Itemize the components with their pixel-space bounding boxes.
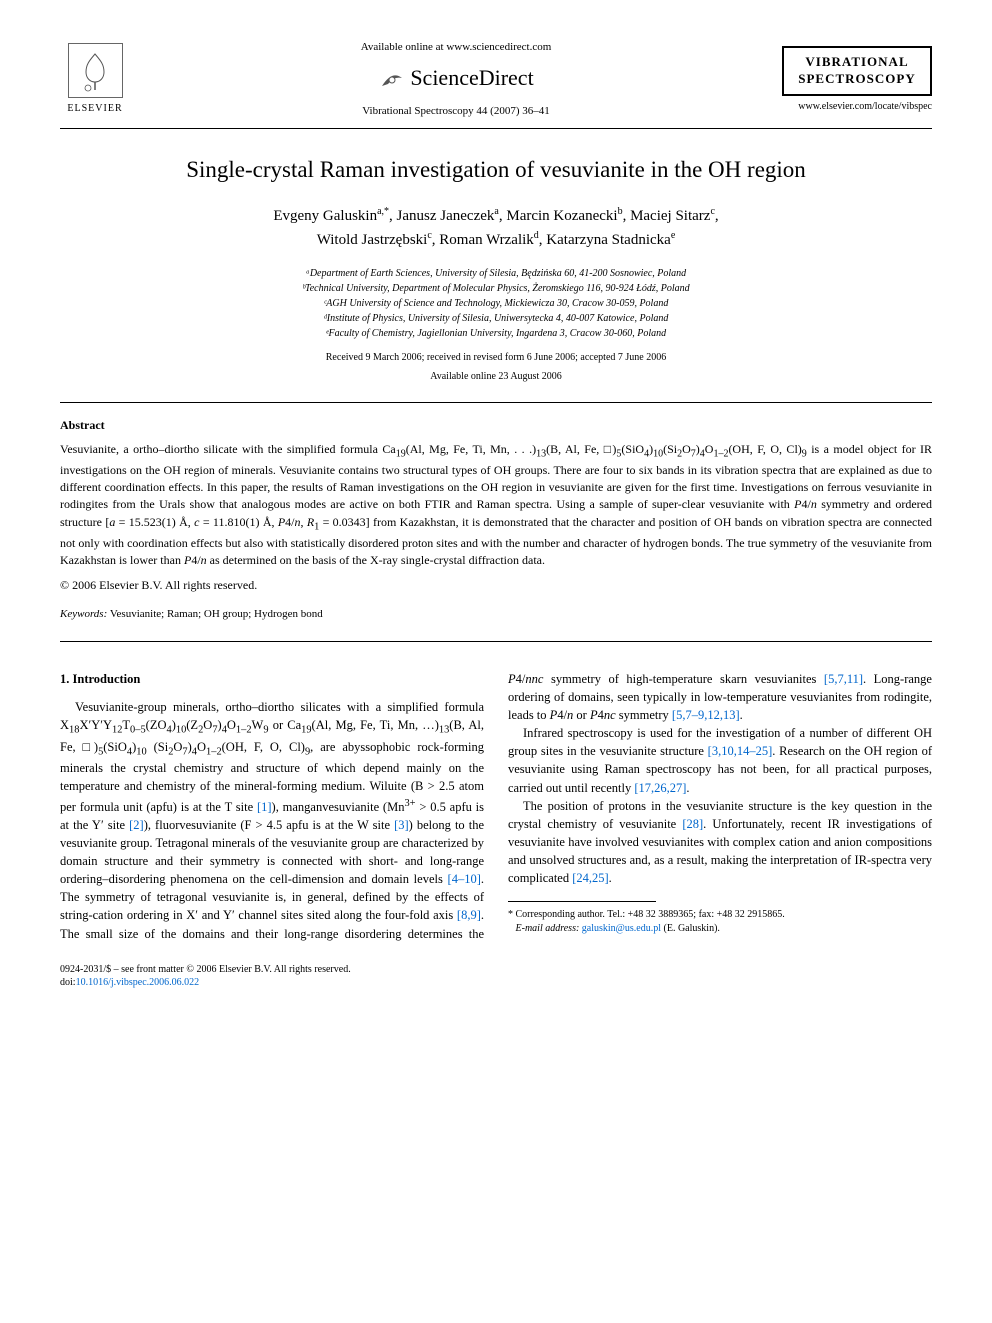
abstract-top-divider: [60, 402, 932, 403]
doi-link[interactable]: 10.1016/j.vibspec.2006.06.022: [76, 977, 200, 988]
header-row: ELSEVIER Available online at www.science…: [60, 40, 932, 120]
center-header: Available online at www.sciencedirect.co…: [130, 40, 782, 120]
journal-box-wrapper: VIBRATIONAL SPECTROSCOPY www.elsevier.co…: [782, 46, 932, 114]
ref-link[interactable]: [2]: [129, 818, 144, 832]
ref-link[interactable]: [24,25]: [572, 871, 608, 885]
ref-link[interactable]: [5,7–9,12,13]: [672, 708, 740, 722]
footer-block: 0924-2031/$ – see front matter © 2006 El…: [60, 963, 932, 990]
email-footnote: E-mail address: galuskin@us.edu.pl (E. G…: [508, 922, 932, 936]
body-para-4: The position of protons in the vesuviani…: [508, 797, 932, 888]
ref-link[interactable]: [1]: [257, 800, 272, 814]
author-list: Evgeny Galuskina,*, Janusz Janeczeka, Ma…: [60, 204, 932, 252]
issn-line: 0924-2031/$ – see front matter © 2006 El…: [60, 963, 932, 977]
publisher-name: ELSEVIER: [67, 102, 122, 117]
online-date: Available online 23 August 2006: [60, 370, 932, 385]
journal-reference: Vibrational Spectroscopy 44 (2007) 36–41: [130, 104, 782, 120]
available-online-text: Available online at www.sciencedirect.co…: [130, 40, 782, 56]
sciencedirect-logo: ScienceDirect: [130, 62, 782, 94]
ref-link[interactable]: [28]: [682, 817, 703, 831]
ref-link[interactable]: [17,26,27]: [634, 781, 686, 795]
body-para-3: Infrared spectroscopy is used for the in…: [508, 724, 932, 797]
journal-url: www.elsevier.com/locate/vibspec: [782, 100, 932, 115]
ref-link[interactable]: [4–10]: [448, 872, 481, 886]
keywords-text: Vesuvianite; Raman; OH group; Hydrogen b…: [110, 608, 323, 620]
ref-link[interactable]: [3]: [394, 818, 409, 832]
ref-link[interactable]: [5,7,11]: [824, 672, 863, 686]
abstract-bottom-divider: [60, 641, 932, 642]
body-columns: 1. Introduction Vesuvianite-group minera…: [60, 670, 932, 943]
email-who: (E. Galuskin).: [664, 923, 720, 934]
doi-line: doi:10.1016/j.vibspec.2006.06.022: [60, 976, 932, 990]
footnote-divider: [508, 901, 656, 902]
article-title: Single-crystal Raman investigation of ve…: [60, 153, 932, 186]
sciencedirect-swoosh-icon: [378, 66, 406, 94]
journal-name-line1: VIBRATIONAL: [792, 54, 922, 71]
section-1-heading: 1. Introduction: [60, 670, 484, 688]
keywords-label: Keywords:: [60, 608, 107, 620]
journal-name-line2: SPECTROSCOPY: [792, 71, 922, 88]
ref-link[interactable]: [8,9]: [457, 908, 481, 922]
ref-link[interactable]: [3,10,14–25]: [708, 744, 773, 758]
platform-name: ScienceDirect: [410, 65, 533, 90]
elsevier-logo: ELSEVIER: [60, 40, 130, 120]
journal-box: VIBRATIONAL SPECTROSCOPY: [782, 46, 932, 96]
top-divider: [60, 128, 932, 129]
email-label: E-mail address:: [516, 923, 580, 934]
corresponding-author-footnote: * Corresponding author. Tel.: +48 32 388…: [508, 908, 932, 922]
affiliation-c: ᶜAGH University of Science and Technolog…: [60, 296, 932, 311]
abstract-heading: Abstract: [60, 417, 932, 434]
email-link[interactable]: galuskin@us.edu.pl: [582, 923, 661, 934]
affiliation-b: ᵇTechnical University, Department of Mol…: [60, 281, 932, 296]
received-dates: Received 9 March 2006; received in revis…: [60, 351, 932, 366]
elsevier-tree-icon: [68, 43, 123, 98]
abstract-text: Vesuvianite, a ortho–diortho silicate wi…: [60, 441, 932, 570]
abstract-copyright: © 2006 Elsevier B.V. All rights reserved…: [60, 577, 932, 594]
affiliation-d: ᵈInstitute of Physics, University of Sil…: [60, 311, 932, 326]
keywords-line: Keywords: Vesuvianite; Raman; OH group; …: [60, 607, 932, 623]
affiliation-a: ᵃDepartment of Earth Sciences, Universit…: [60, 266, 932, 281]
affiliation-e: ᵉFaculty of Chemistry, Jagiellonian Univ…: [60, 326, 932, 341]
affiliations: ᵃDepartment of Earth Sciences, Universit…: [60, 266, 932, 341]
